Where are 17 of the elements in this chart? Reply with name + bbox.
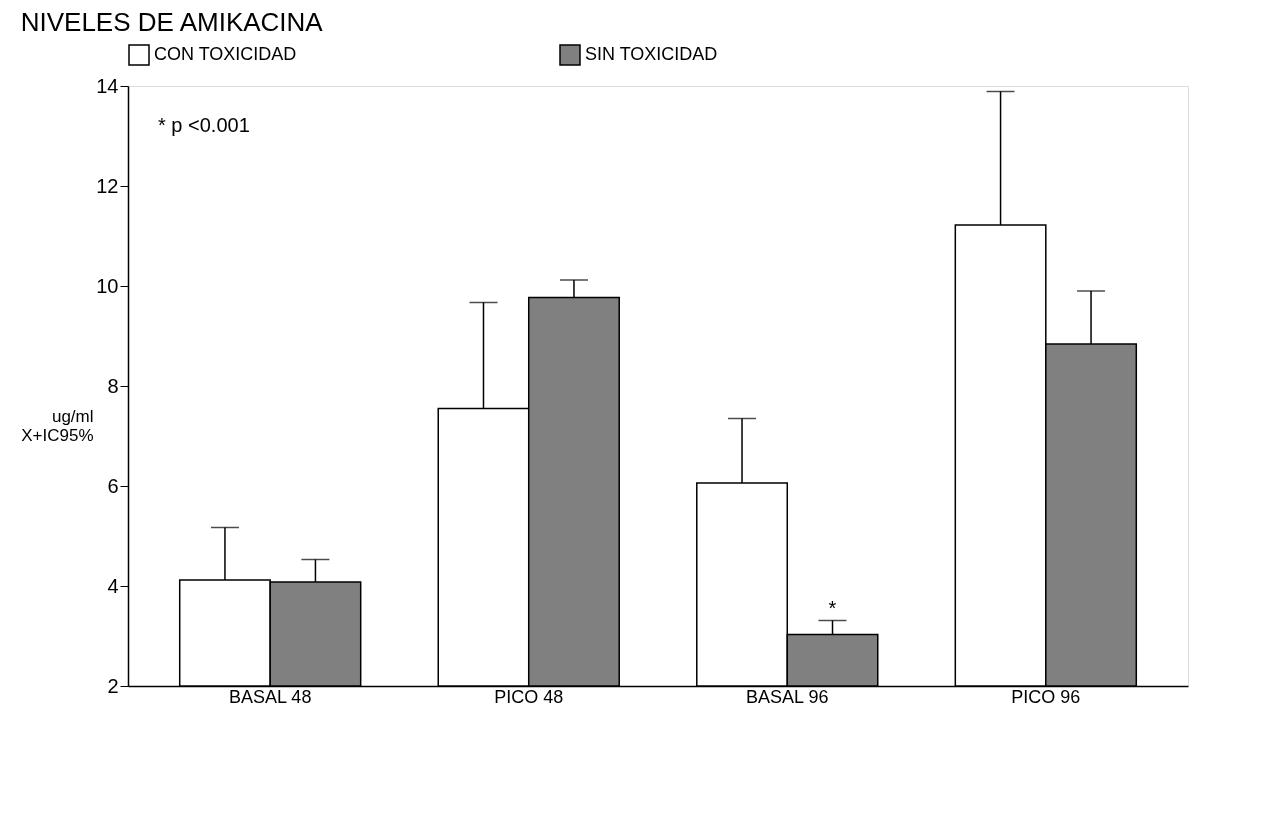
y-tick-label: 14 (96, 74, 119, 97)
y-tick-label: 12 (96, 174, 119, 197)
y-tick-label: 10 (96, 274, 119, 297)
x-tick-label: BASAL 48 (229, 686, 312, 707)
y-tick-label: 8 (107, 374, 119, 397)
legend-label: SIN TOXICIDAD (585, 44, 718, 64)
annotation: * (828, 596, 837, 619)
annotation: * p <0.001 (158, 114, 250, 136)
x-tick-label: BASAL 96 (746, 686, 829, 707)
x-tick-label: PICO 96 (1011, 686, 1081, 707)
y-tick-label: 4 (107, 574, 119, 597)
y-tick-label: 6 (107, 474, 119, 497)
x-tick-label: PICO 48 (494, 686, 564, 707)
y-tick-label: 2 (107, 674, 119, 697)
y-axis-title: ug/ml X+IC95% (21, 406, 94, 445)
chart-title: NIVELES DE AMIKACINA (20, 7, 324, 37)
legend-label: CON TOXICIDAD (154, 44, 297, 64)
